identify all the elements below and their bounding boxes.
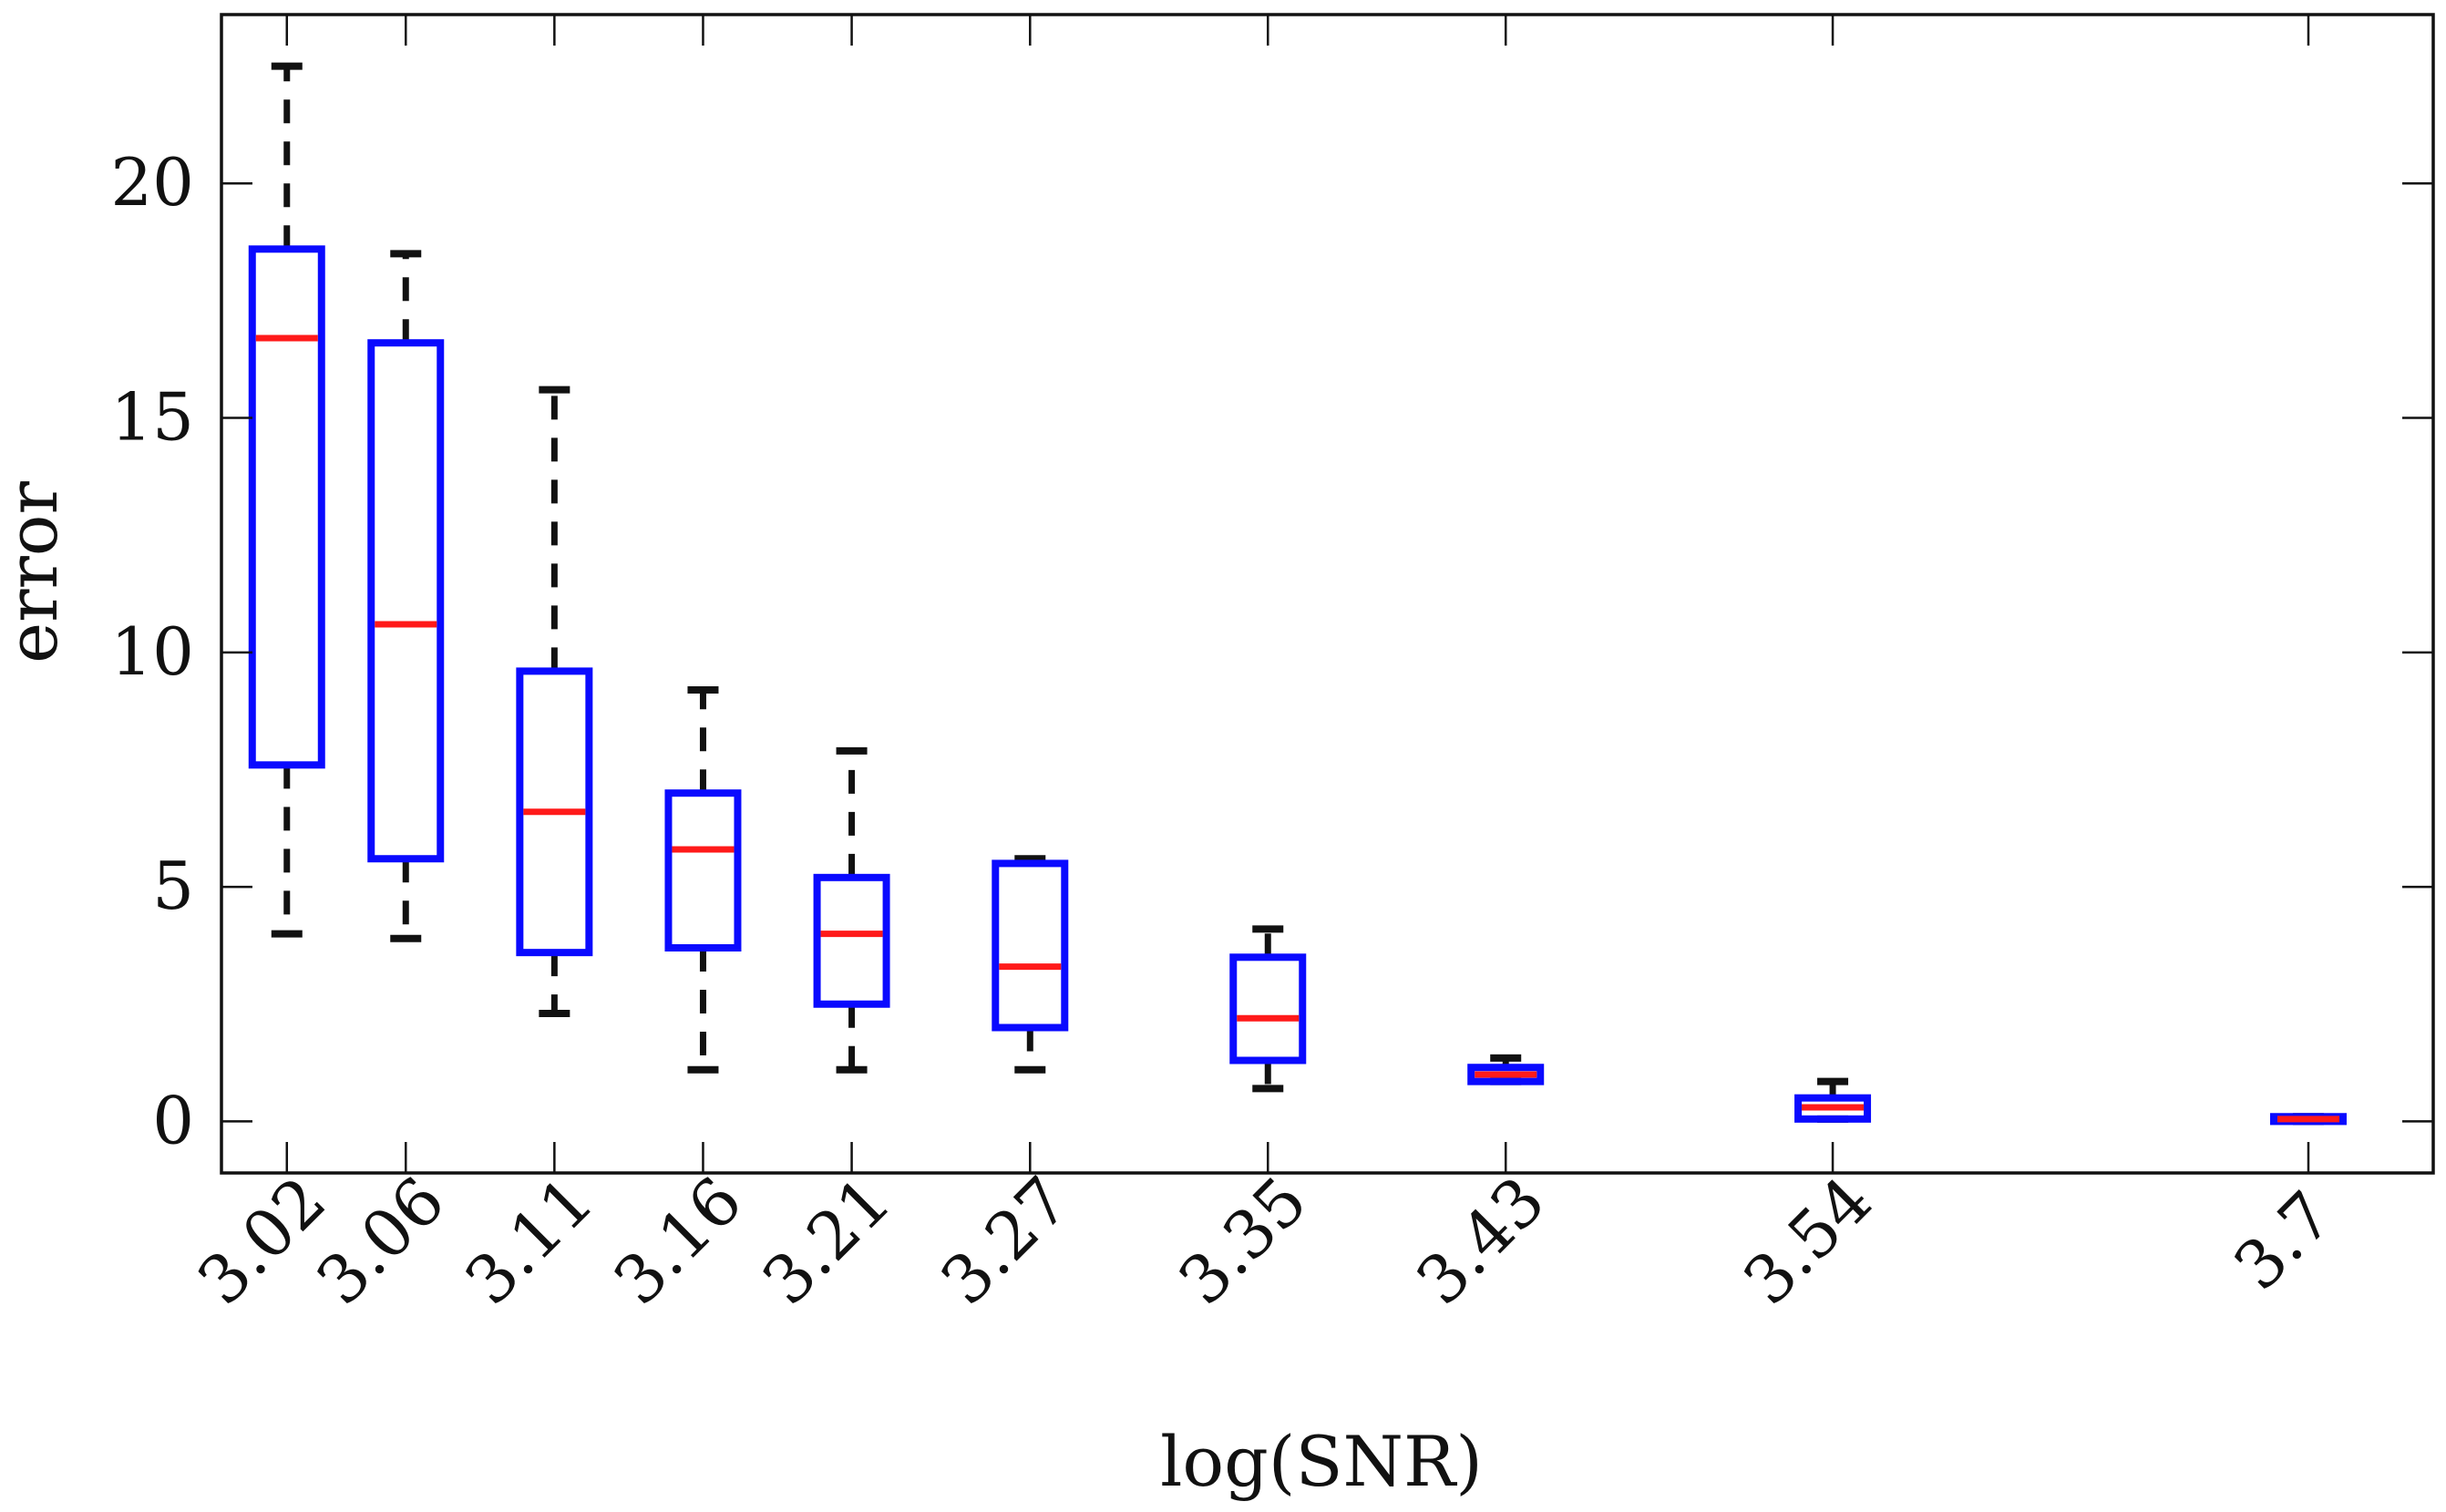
box-body-3.11 <box>516 667 593 957</box>
box-3.02 <box>248 62 325 938</box>
box-plot-series <box>248 62 2347 1126</box>
box-body-3.43 <box>1467 1064 1545 1085</box>
box-3.16 <box>664 685 742 1074</box>
y-tick-label-5: 5 <box>152 848 194 924</box>
x-axis-title: log(SNR) <box>1160 1421 1483 1502</box>
y-tick-label-0: 0 <box>152 1082 194 1158</box>
x-tick-label-3.27: 3.27 <box>926 1162 1084 1320</box>
x-tick-label-3.35: 3.35 <box>1164 1162 1321 1320</box>
y-tick-label-20: 20 <box>110 144 194 221</box>
x-tick-label-3.43: 3.43 <box>1402 1162 1559 1320</box>
box-3.43 <box>1467 1054 1545 1085</box>
y-axis-title: error <box>0 480 73 663</box>
plot-frame <box>220 13 2435 1175</box>
box-body-3.02 <box>248 245 325 769</box>
box-3.21 <box>813 746 890 1074</box>
box-3.11 <box>516 386 593 1018</box>
box-body-3.54 <box>1794 1094 1872 1123</box>
x-tick-label-3.54: 3.54 <box>1729 1162 1886 1320</box>
plot-axes: 0 5 10 15 20 3.023.063.113.163.21 3.27 3.35 3.43… <box>110 13 2435 1320</box>
x-tick-label-3.02: 3.02 <box>183 1162 341 1320</box>
y-tick-label-10: 10 <box>110 613 194 690</box>
y-tick-label-15: 15 <box>110 379 194 456</box>
box-body-3.27 <box>992 859 1069 1032</box>
box-body-3.06 <box>367 339 445 863</box>
box-3.06 <box>367 250 445 942</box>
x-tick-label-3.06: 3.06 <box>302 1162 459 1320</box>
box-body-3.21 <box>813 873 890 1008</box>
x-tick-label-3.16: 3.16 <box>599 1162 756 1320</box>
box-body-3.35 <box>1229 953 1307 1065</box>
x-tick-label-3.21: 3.21 <box>748 1162 906 1320</box>
box-3.35 <box>1229 925 1307 1093</box>
x-tick-label-3.11: 3.11 <box>450 1162 608 1320</box>
box-3.27 <box>992 855 1069 1074</box>
x-tick-label-3.7: 3.7 <box>2219 1177 2347 1304</box>
box-3.54 <box>1794 1077 1872 1123</box>
box-body-3.16 <box>664 789 742 952</box>
box-3.7 <box>2269 1113 2347 1126</box>
